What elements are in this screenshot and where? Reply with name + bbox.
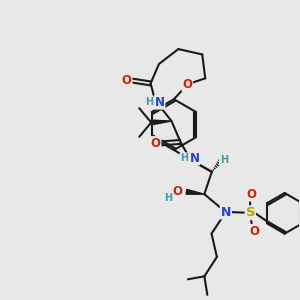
Text: N: N [154, 96, 165, 109]
Text: N: N [190, 152, 200, 165]
Text: N: N [221, 206, 231, 219]
Text: H: H [220, 155, 228, 165]
Text: S: S [245, 206, 255, 219]
Text: H: H [180, 153, 188, 163]
Text: O: O [151, 137, 161, 150]
Text: O: O [182, 78, 192, 91]
Text: O: O [246, 188, 256, 201]
Text: O: O [122, 74, 132, 87]
Text: H: H [164, 193, 172, 203]
Text: O: O [249, 225, 259, 238]
Text: H: H [145, 97, 154, 107]
Polygon shape [151, 120, 172, 125]
Polygon shape [186, 189, 204, 194]
Text: O: O [172, 185, 182, 198]
